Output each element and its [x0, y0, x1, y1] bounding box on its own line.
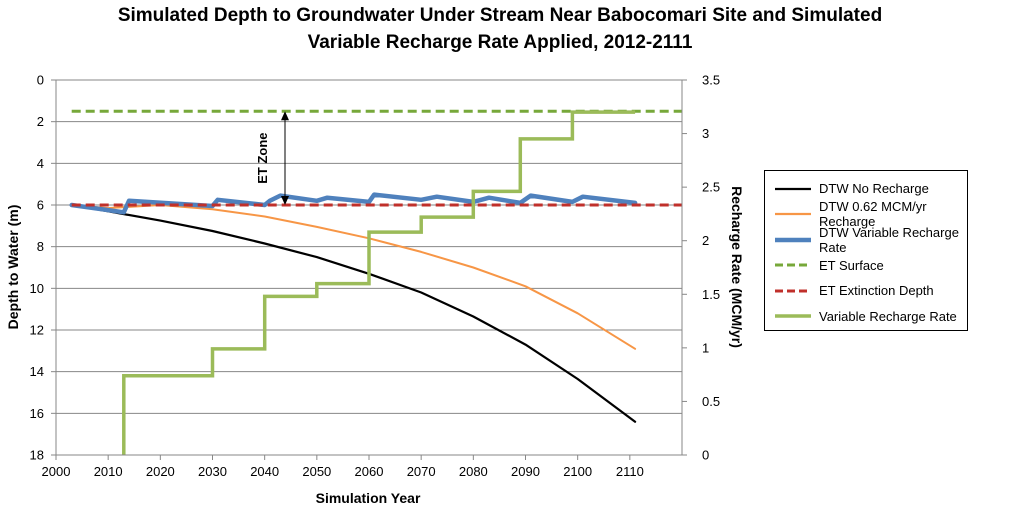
series-dtw-variable-recharge-rate — [69, 192, 638, 215]
legend-label: Variable Recharge Rate — [819, 308, 957, 324]
x-tick-label: 2070 — [407, 464, 436, 479]
y-axis-label: Depth to Water (m) — [5, 205, 21, 330]
legend-swatch — [775, 259, 811, 271]
x-tick-label: 2040 — [250, 464, 279, 479]
legend-item: Variable Recharge Rate — [765, 304, 967, 330]
y2-tick-label: 2.5 — [702, 180, 720, 195]
y2-tick-label: 3 — [702, 126, 709, 141]
x-tick-label: 2000 — [42, 464, 71, 479]
legend: DTW No Recharge DTW 0.62 MCM/yr Recharge D… — [764, 170, 968, 331]
y-tick-label: 4 — [37, 156, 44, 171]
series-variable-recharge-rate — [122, 110, 636, 455]
x-tick-label: 2090 — [511, 464, 540, 479]
legend-item: DTW Variable Recharge Rate — [765, 224, 967, 255]
y2-tick-label: 1.5 — [702, 287, 720, 302]
x-tick-label: 2030 — [198, 464, 227, 479]
axes — [55, 80, 683, 456]
x-tick-label: 2010 — [94, 464, 123, 479]
legend-swatch — [775, 183, 811, 195]
legend-swatch — [775, 310, 811, 322]
y-tick-label: 0 — [37, 73, 44, 88]
chart-title-line1: Simulated Depth to Groundwater Under Str… — [117, 5, 883, 26]
y-tick-label: 2 — [37, 114, 44, 129]
legend-swatch — [775, 234, 811, 246]
legend-label: DTW Variable Recharge Rate — [819, 224, 959, 255]
x-tick-label: 2050 — [302, 464, 331, 479]
legend-label: DTW No Recharge — [819, 181, 929, 197]
legend-swatch — [775, 285, 811, 297]
y2-tick-label: 0.5 — [702, 394, 720, 409]
chart-title-line2: Variable Recharge Rate Applied, 2012-211… — [307, 32, 693, 53]
y-tick-label: 18 — [30, 448, 44, 463]
legend-label: ET Surface — [819, 257, 884, 273]
y2-axis-label: Recharge Rate (MCM/yr) — [729, 186, 745, 348]
legend-item: ET Surface — [765, 253, 967, 279]
y-tick-label: 12 — [30, 323, 44, 338]
y2-axis-ticks: 0 0.5 1 1.5 2 2.5 3 3.5 — [682, 73, 720, 463]
legend-item: DTW No Recharge — [765, 176, 967, 202]
y-tick-label: 10 — [30, 281, 44, 296]
x-tick-label: 2100 — [563, 464, 592, 479]
y2-tick-label: 0 — [702, 448, 709, 463]
series-lines — [69, 109, 682, 455]
x-tick-label: 2110 — [616, 464, 644, 479]
y-tick-label: 16 — [30, 406, 44, 421]
x-axis-label: Simulation Year — [316, 490, 421, 506]
x-tick-label: 2080 — [459, 464, 488, 479]
chart-title: Simulated Depth to Groundwater Under Str… — [0, 2, 1000, 56]
y-tick-label: 8 — [37, 239, 44, 254]
et-zone-arrowhead-top — [281, 111, 289, 121]
x-tick-label: 2060 — [355, 464, 384, 479]
y-tick-label: 6 — [37, 198, 44, 213]
series-dtw-no-recharge — [70, 203, 637, 423]
legend-label: DTW 0.62 MCM/yr Recharge — [819, 199, 927, 230]
legend-swatch — [775, 208, 811, 220]
y2-tick-label: 3.5 — [702, 73, 720, 88]
series-dtw-0-62-mcm-yr-recharge — [70, 204, 637, 350]
et-zone-label: ET Zone — [255, 132, 270, 183]
legend-item: ET Extinction Depth — [765, 278, 967, 304]
y-tick-label: 14 — [30, 364, 44, 379]
x-axis-ticks: 2000 2010 2020 2030 2040 2050 2060 2070 2080 2090… — [42, 455, 644, 479]
y2-tick-label: 2 — [702, 233, 709, 248]
et-zone-arrowhead-bottom — [281, 196, 289, 205]
et-zone-annotation: ET Zone — [255, 111, 289, 205]
legend-item: DTW 0.62 MCM/yr Recharge — [765, 199, 967, 230]
y2-tick-label: 1 — [702, 340, 709, 355]
y-axis-ticks: 0 2 4 6 8 10 12 14 16 18 — [30, 73, 56, 463]
legend-label: ET Extinction Depth — [819, 283, 934, 299]
x-tick-label: 2020 — [146, 464, 175, 479]
